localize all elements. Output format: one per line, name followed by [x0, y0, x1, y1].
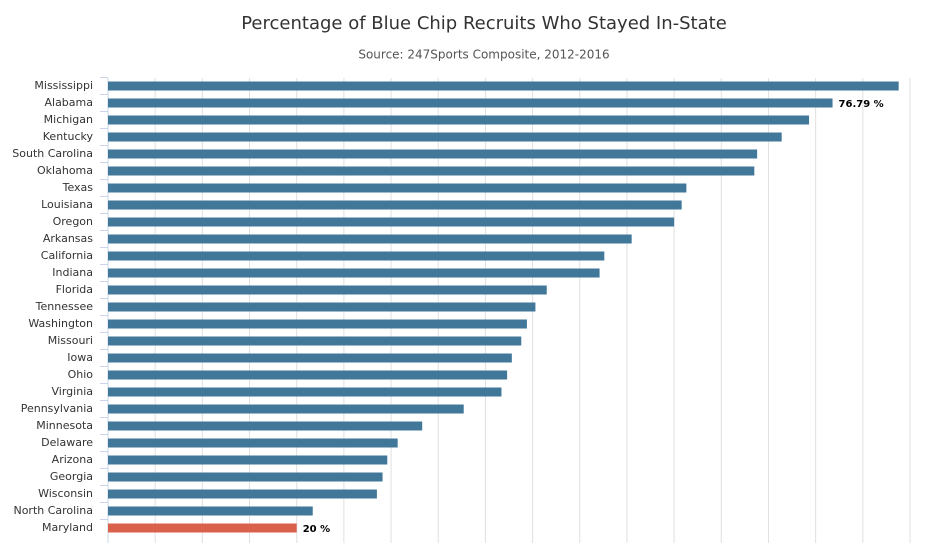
y-tick-label: Michigan — [44, 113, 93, 126]
bar — [108, 370, 508, 380]
bar — [108, 438, 398, 448]
y-tick-label: North Carolina — [13, 504, 93, 517]
value-label: 20 % — [303, 524, 330, 535]
y-tick-label: Indiana — [52, 266, 93, 279]
bar — [108, 404, 464, 414]
y-tick-label: South Carolina — [12, 147, 93, 160]
y-tick-label: Louisiana — [41, 198, 93, 211]
y-tick-label: Georgia — [50, 470, 93, 483]
bar — [108, 149, 758, 159]
y-tick-label: Minnesota — [36, 419, 93, 432]
y-tick-label: Virginia — [52, 385, 93, 398]
y-tick-label: California — [41, 249, 93, 262]
y-tick-label: Arkansas — [43, 232, 93, 245]
chart-subtitle: Source: 247Sports Composite, 2012-2016 — [358, 48, 609, 62]
y-tick-label: Ohio — [68, 368, 94, 381]
bar — [108, 302, 536, 312]
bar — [108, 166, 755, 176]
y-tick-label: Alabama — [44, 96, 93, 109]
bar — [108, 472, 383, 482]
bar — [108, 523, 297, 533]
bar — [108, 268, 600, 278]
y-tick-label: Wisconsin — [38, 487, 93, 500]
bar — [108, 455, 388, 465]
bar — [108, 421, 423, 431]
y-tick-label: Oregon — [53, 215, 93, 228]
y-tick-label: Mississippi — [34, 79, 93, 92]
y-tick-label: Tennessee — [35, 300, 94, 313]
chart-title: Percentage of Blue Chip Recruits Who Sta… — [241, 13, 727, 34]
y-tick-label: Iowa — [67, 351, 93, 364]
bar — [108, 200, 682, 210]
y-tick-label: Oklahoma — [37, 164, 93, 177]
y-tick-label: Delaware — [41, 436, 93, 449]
bar — [108, 132, 782, 142]
y-tick-label: Missouri — [48, 334, 93, 347]
bar — [108, 387, 502, 397]
value-label: 76.79 % — [839, 99, 884, 110]
y-tick-label: Texas — [62, 181, 94, 194]
y-tick-label: Maryland — [42, 521, 93, 534]
y-tick-label: Washington — [28, 317, 93, 330]
y-tick-label: Arizona — [52, 453, 93, 466]
bar — [108, 251, 605, 261]
bar — [108, 217, 675, 227]
bar — [108, 98, 833, 108]
bar — [108, 336, 522, 346]
bar — [108, 506, 313, 516]
bar — [108, 489, 377, 499]
bar — [108, 81, 899, 91]
y-tick-label: Kentucky — [43, 130, 94, 143]
bar — [108, 319, 527, 329]
bar — [108, 234, 632, 244]
bar — [108, 353, 512, 363]
bar — [108, 183, 687, 193]
bar — [108, 115, 810, 125]
y-tick-label: Pennsylvania — [21, 402, 93, 415]
bar — [108, 285, 547, 295]
y-tick-label: Florida — [56, 283, 93, 296]
